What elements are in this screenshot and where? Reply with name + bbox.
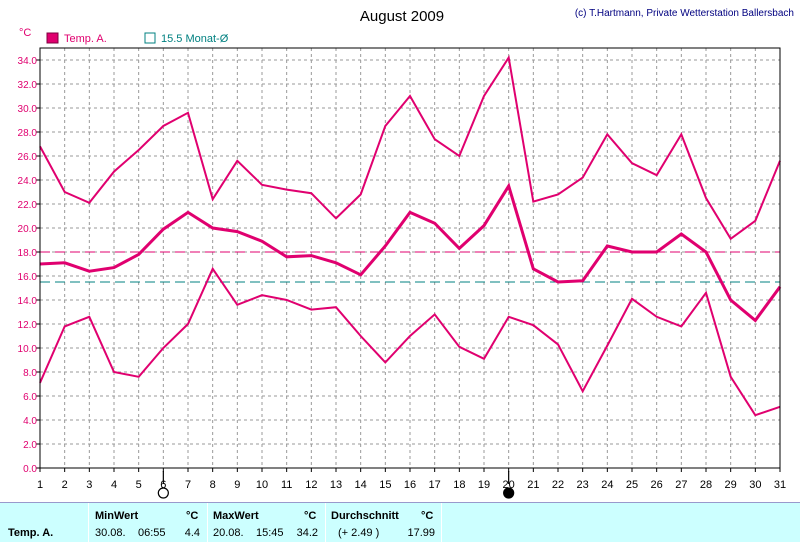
- x-tick-label: 13: [330, 479, 342, 491]
- max-unit: °C: [304, 510, 317, 522]
- stats-row-label: Temp. A.: [8, 527, 54, 539]
- y-tick-label: 28.0: [18, 128, 38, 139]
- x-tick-label: 10: [256, 479, 268, 491]
- x-tick-label: 29: [725, 479, 737, 491]
- y-tick-label: 0.0: [23, 464, 37, 475]
- min-unit: °C: [186, 510, 199, 522]
- moon-phases: [157, 471, 515, 499]
- x-tick-label: 21: [527, 479, 539, 491]
- y-tick-label: 2.0: [23, 440, 37, 451]
- y-unit-label: °C: [19, 27, 31, 39]
- y-tick-label: 20.0: [18, 224, 38, 235]
- y-tick-label: 4.0: [23, 416, 37, 427]
- x-tick-label: 3: [86, 479, 92, 491]
- x-tick-label: 7: [185, 479, 191, 491]
- new-moon-icon: [503, 487, 515, 499]
- max-header: MaxWert: [213, 510, 259, 522]
- y-tick-label: 32.0: [18, 80, 38, 91]
- x-tick-label: 6: [160, 479, 166, 491]
- x-tick-label: 4: [111, 479, 117, 491]
- avg-unit: °C: [421, 510, 434, 522]
- avg-value: 17.99: [407, 527, 435, 539]
- x-tick-label: 5: [136, 479, 142, 491]
- x-tick-label: 2: [62, 479, 68, 491]
- y-tick-label: 24.0: [18, 176, 38, 187]
- min-value: 4.4: [184, 527, 200, 539]
- x-tick-label: 23: [577, 479, 589, 491]
- chart-title: August 2009: [360, 8, 444, 25]
- x-tick-label: 18: [453, 479, 465, 491]
- temperature-chart: August 2009 (c) T.Hartmann, Private Wett…: [18, 8, 794, 499]
- credit-text: (c) T.Hartmann, Private Wetterstation Ba…: [575, 8, 794, 19]
- grid: [40, 48, 780, 468]
- max-time: 15:45: [256, 527, 284, 539]
- x-tick-label: 17: [429, 479, 441, 491]
- y-tick-label: 18.0: [18, 248, 38, 259]
- y-tick-label: 34.0: [18, 56, 38, 67]
- x-tick-label: 15: [379, 479, 391, 491]
- min-header: MinWert: [95, 510, 139, 522]
- y-tick-label: 26.0: [18, 152, 38, 163]
- y-tick-label: 14.0: [18, 296, 38, 307]
- legend-temp-label: Temp. A.: [64, 33, 107, 45]
- y-tick-label: 22.0: [18, 200, 38, 211]
- y-tick-label: 30.0: [18, 104, 38, 115]
- x-tick-label: 30: [749, 479, 761, 491]
- x-tick-label: 16: [404, 479, 416, 491]
- avg-diff: (+ 2.49 ): [338, 527, 380, 539]
- x-tick-label: 26: [651, 479, 663, 491]
- x-axis-ticks: 1 2 3 4 5 6 7 8 9 10 11 12 13 14 15 16 17 18 19 20 21 22 23 24 2…: [37, 468, 786, 491]
- series-line-mean: [39, 182, 782, 323]
- stats-panel: Temp. A. MinWert °C 30.08. 06:55 4.4 Max…: [0, 502, 800, 542]
- y-axis-ticks: 0.0 2.0 4.0 6.0 8.0 10.0 12.0 14.0 16.0 18.0 20.0 2…: [18, 56, 40, 475]
- x-tick-label: 22: [552, 479, 564, 491]
- y-tick-label: 10.0: [18, 344, 38, 355]
- x-tick-label: 8: [210, 479, 216, 491]
- legend-monthly-avg-label: 15.5 Monat-Ø: [161, 33, 229, 45]
- max-value: 34.2: [296, 527, 318, 539]
- y-tick-label: 12.0: [18, 320, 38, 331]
- x-tick-label: 1: [37, 479, 43, 491]
- y-tick-label: 8.0: [23, 368, 37, 379]
- x-tick-label: 27: [675, 479, 687, 491]
- x-tick-label: 20: [503, 479, 515, 491]
- avg-header: Durchschnitt: [331, 510, 399, 522]
- legend-monthly-avg-marker: [144, 32, 156, 44]
- x-tick-label: 24: [601, 479, 613, 491]
- legend-temp-marker: [46, 32, 59, 44]
- x-tick-label: 9: [234, 479, 240, 491]
- max-date: 20.08.: [213, 527, 244, 539]
- x-tick-label: 19: [478, 479, 490, 491]
- x-tick-label: 14: [355, 479, 367, 491]
- full-moon-icon: [157, 487, 169, 499]
- x-tick-label: 28: [700, 479, 712, 491]
- x-tick-label: 31: [774, 479, 786, 491]
- series-lines: [39, 54, 782, 417]
- series-line-min: [39, 266, 781, 417]
- x-tick-label: 25: [626, 479, 638, 491]
- y-tick-label: 16.0: [18, 272, 38, 283]
- series-line-max: [39, 54, 781, 241]
- y-tick-label: 6.0: [23, 392, 37, 403]
- min-time: 06:55: [138, 527, 166, 539]
- x-tick-label: 12: [305, 479, 317, 491]
- x-tick-label: 11: [281, 479, 292, 491]
- min-date: 30.08.: [95, 527, 126, 539]
